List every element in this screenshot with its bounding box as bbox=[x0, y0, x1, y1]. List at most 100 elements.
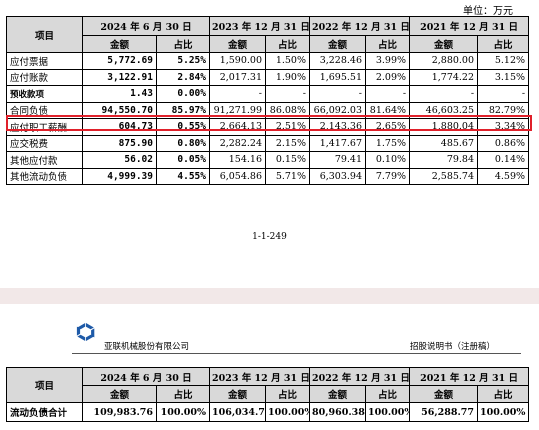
ratio-header: 占比 bbox=[365, 385, 411, 403]
ratio-header: 占比 bbox=[156, 35, 210, 53]
company-name: 亚联机械股份有限公司 bbox=[104, 342, 190, 352]
cell-value: 100.00% bbox=[477, 402, 530, 422]
cell-value: 46,603.25 bbox=[409, 101, 479, 119]
cell-value: 3.99% bbox=[365, 52, 411, 70]
cell-value: 109,983.76 bbox=[82, 402, 157, 422]
cell-value: 106,034.70 bbox=[209, 402, 266, 422]
cell-value: 485.67 bbox=[409, 134, 479, 152]
period-header: 2024 年 6 月 30 日 bbox=[82, 367, 210, 386]
unit-label: 单位：万元 bbox=[463, 6, 513, 17]
cell-value: 0.05% bbox=[156, 151, 210, 169]
cell-value: 1,695.51 bbox=[309, 68, 367, 86]
amount-header: 金额 bbox=[409, 35, 479, 53]
page-number: 1-1-249 bbox=[252, 232, 287, 242]
cell-value: 154.16 bbox=[209, 151, 266, 169]
table-row: 应付账款 3,122.91 2.84% 2,017.31 1.90% 1,695… bbox=[6, 68, 530, 86]
ratio-header: 占比 bbox=[477, 35, 530, 53]
page-break bbox=[0, 288, 539, 304]
cell-value: 79.84 bbox=[409, 151, 479, 169]
row-label: 应付账款 bbox=[6, 68, 83, 86]
table-row: 预收款项 1.43 0.00% - - - - - - bbox=[6, 85, 530, 103]
period-header: 2021 年 12 月 31 日 bbox=[409, 16, 530, 36]
cell-value: 81.64% bbox=[365, 101, 411, 119]
cell-value: 0.10% bbox=[365, 151, 411, 169]
cell-value: 2.84% bbox=[156, 68, 210, 86]
cell-value: - bbox=[209, 85, 266, 103]
ratio-header: 占比 bbox=[365, 35, 411, 53]
period-header: 2022 年 12 月 31 日 bbox=[309, 16, 411, 36]
cell-value: 0.80% bbox=[156, 134, 210, 152]
table-row: 应付职工薪酬 604.73 0.55% 2,664.13 2.51% 2,143… bbox=[6, 118, 530, 136]
cell-value: 5,772.69 bbox=[82, 52, 157, 70]
amount-header: 金额 bbox=[309, 385, 367, 403]
cell-value: 1,774.22 bbox=[409, 68, 479, 86]
document-title: 招股说明书（注册稿） bbox=[409, 342, 495, 352]
header-divider bbox=[72, 353, 521, 354]
cell-value: 875.90 bbox=[82, 134, 157, 152]
amount-header: 金额 bbox=[309, 35, 367, 53]
cell-value: 1.90% bbox=[264, 68, 311, 86]
row-label: 合同负债 bbox=[6, 101, 83, 119]
period-header: 2022 年 12 月 31 日 bbox=[309, 367, 411, 386]
cell-value: 4,999.39 bbox=[82, 167, 157, 185]
cell-value: 6,303.94 bbox=[309, 167, 367, 185]
cell-value: 0.00% bbox=[156, 85, 210, 103]
cell-value: 0.15% bbox=[264, 151, 311, 169]
company-logo-icon bbox=[76, 323, 95, 341]
cell-value: 4.55% bbox=[156, 167, 210, 185]
cell-value: 85.97% bbox=[156, 101, 210, 119]
cell-value: 2,143.36 bbox=[309, 118, 367, 136]
table-row: 其他应付款 56.02 0.05% 154.16 0.15% 79.41 0.1… bbox=[6, 151, 530, 169]
cell-value: 0.55% bbox=[156, 118, 210, 136]
cell-value: 5.71% bbox=[264, 167, 311, 185]
ratio-header: 占比 bbox=[264, 385, 311, 403]
cell-value: 2.09% bbox=[365, 68, 411, 86]
cell-value: 604.73 bbox=[82, 118, 157, 136]
cell-value: 5.25% bbox=[156, 52, 210, 70]
item-header: 项目 bbox=[6, 16, 83, 53]
amount-header: 金额 bbox=[409, 385, 479, 403]
cell-value: 3,122.91 bbox=[82, 68, 157, 86]
total-liabilities-table: 项目 2024 年 6 月 30 日 2023 年 12 月 31 日 2022… bbox=[6, 367, 530, 422]
ratio-header: 占比 bbox=[477, 385, 530, 403]
cell-value: 2.15% bbox=[264, 134, 311, 152]
cell-value: 100.00% bbox=[156, 402, 210, 422]
period-header: 2023 年 12 月 31 日 bbox=[208, 16, 311, 36]
cell-value: 4.59% bbox=[477, 167, 530, 185]
cell-value: 56,288.77 bbox=[409, 402, 479, 422]
cell-value: 2,282.24 bbox=[209, 134, 266, 152]
cell-value: 1.75% bbox=[365, 134, 411, 152]
table-row: 应付票据 5,772.69 5.25% 1,590.00 1.50% 3,228… bbox=[6, 52, 530, 70]
row-label: 应付职工薪酬 bbox=[6, 118, 83, 136]
cell-value: - bbox=[409, 85, 479, 103]
cell-value: - bbox=[365, 85, 411, 103]
row-label: 应付票据 bbox=[6, 52, 83, 70]
amount-header: 金额 bbox=[82, 385, 157, 403]
row-label: 其他流动负债 bbox=[6, 167, 83, 185]
cell-value: 1,417.67 bbox=[309, 134, 367, 152]
cell-value: 86.08% bbox=[264, 101, 311, 119]
amount-header: 金额 bbox=[209, 35, 266, 53]
cell-value: 0.14% bbox=[477, 151, 530, 169]
table-row: 合同负债 94,550.70 85.97% 91,271.99 86.08% 6… bbox=[6, 101, 530, 119]
period-header: 2021 年 12 月 31 日 bbox=[409, 367, 530, 386]
cell-value: 1.43 bbox=[82, 85, 157, 103]
cell-value: 3,228.46 bbox=[309, 52, 367, 70]
table-row: 流动负债合计 109,983.76 100.00% 106,034.70 100… bbox=[6, 402, 530, 422]
cell-value: 1.50% bbox=[264, 52, 311, 70]
cell-value: 1,590.00 bbox=[209, 52, 266, 70]
cell-value: 82.79% bbox=[477, 101, 530, 119]
cell-value: 56.02 bbox=[82, 151, 157, 169]
row-label: 其他应付款 bbox=[6, 151, 83, 169]
cell-value: 2.65% bbox=[365, 118, 411, 136]
cell-value: 100.00% bbox=[365, 402, 411, 422]
cell-value: 3.15% bbox=[477, 68, 530, 86]
amount-header: 金额 bbox=[209, 385, 266, 403]
table-row: 其他流动负债 4,999.39 4.55% 6,054.86 5.71% 6,3… bbox=[6, 167, 530, 185]
cell-value: 6,054.86 bbox=[209, 167, 266, 185]
cell-value: 7.79% bbox=[365, 167, 411, 185]
cell-value: 0.86% bbox=[477, 134, 530, 152]
cell-value: 1,880.04 bbox=[409, 118, 479, 136]
cell-value: - bbox=[477, 85, 530, 103]
ratio-header: 占比 bbox=[264, 35, 311, 53]
